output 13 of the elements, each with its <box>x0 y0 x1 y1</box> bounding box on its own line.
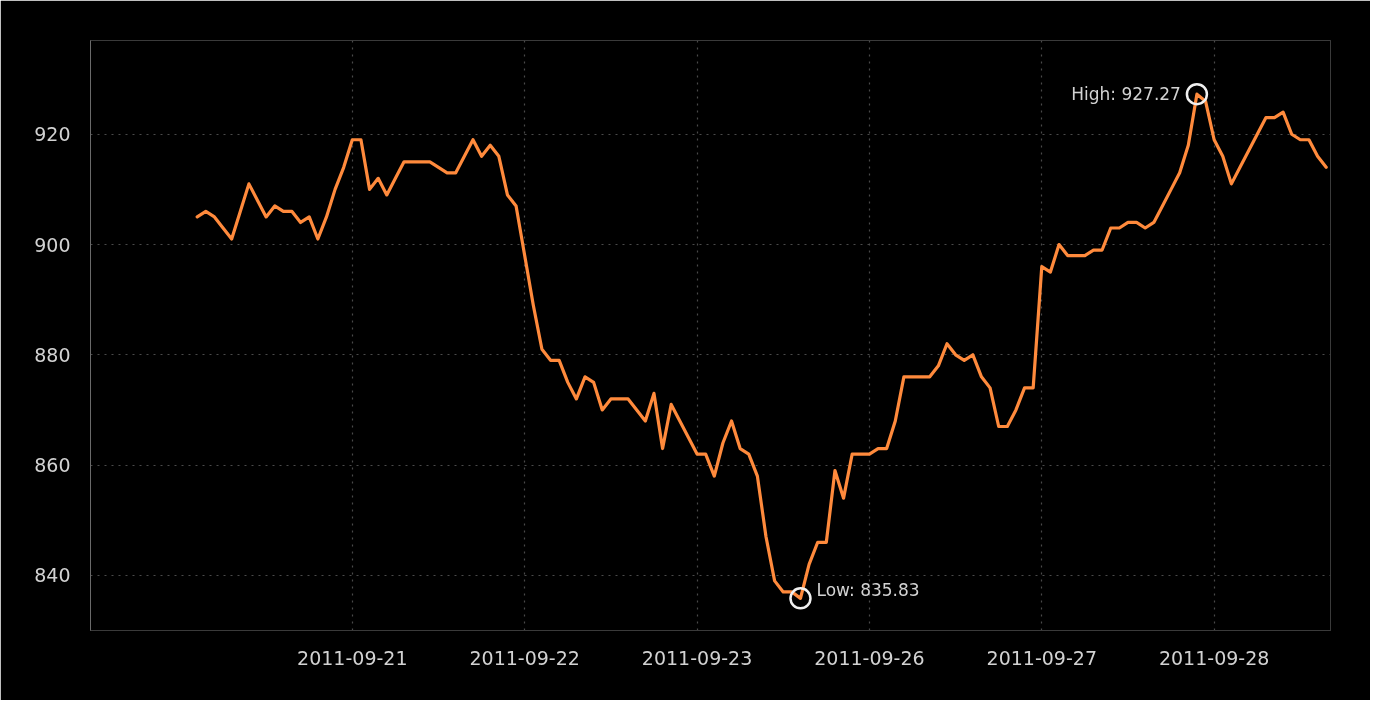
x-tick-label: 2011-09-26 <box>814 646 925 669</box>
y-tick-label: 880 <box>34 343 71 366</box>
x-tick-label: 2011-09-27 <box>986 646 1097 669</box>
y-tick-label: 860 <box>34 454 71 477</box>
x-tick-label: 2011-09-28 <box>1158 646 1270 669</box>
x-tick-label: 2011-09-23 <box>641 646 753 669</box>
x-tick-label: 2011-09-21 <box>297 646 408 669</box>
annotation: Low: 835.83 <box>816 580 920 601</box>
annotation: High: 927.27 <box>1071 84 1181 105</box>
y-tick-label: 840 <box>34 564 71 587</box>
y-tick-label: 900 <box>34 233 71 256</box>
x-tick-label: 2011-09-22 <box>469 646 580 669</box>
y-tick-label: 920 <box>34 123 71 146</box>
